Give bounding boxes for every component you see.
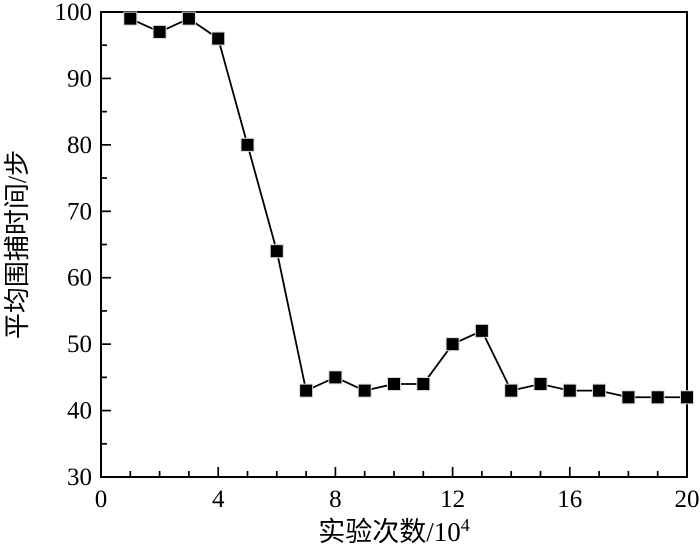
y-tick-label: 30 — [67, 464, 92, 491]
x-axis-title: 实验次数/104 — [318, 515, 470, 547]
y-tick-label: 90 — [67, 65, 92, 92]
y-tick-label: 50 — [67, 331, 92, 358]
data-point-marker — [211, 31, 226, 46]
plot-frame — [100, 11, 688, 478]
data-point-marker — [592, 383, 607, 398]
data-point-marker — [474, 323, 489, 338]
y-tick-label: 60 — [67, 265, 92, 292]
x-tick-label: 20 — [675, 486, 700, 513]
data-point-marker — [123, 11, 138, 26]
y-tick-label: 80 — [67, 132, 92, 159]
data-point-marker — [328, 370, 343, 385]
y-tick-label: 40 — [67, 398, 92, 425]
data-line — [129, 17, 687, 399]
data-point-marker — [387, 377, 401, 391]
data-point-marker — [562, 383, 577, 398]
data-point-marker — [152, 24, 167, 39]
data-point-marker — [533, 377, 548, 391]
data-point-marker — [240, 137, 255, 152]
data-point-marker — [181, 11, 196, 26]
data-point-marker — [650, 390, 665, 405]
x-tick-label: 4 — [212, 486, 225, 513]
data-point-marker — [416, 377, 431, 391]
x-tick-label: 8 — [329, 486, 342, 513]
data-point-marker — [299, 383, 314, 398]
x-tick-label: 0 — [95, 486, 108, 513]
data-point-marker — [504, 383, 519, 398]
y-axis-title: 平均围捕时间/步 — [3, 150, 32, 339]
x-tick-label: 16 — [557, 486, 582, 513]
y-tick-label: 100 — [55, 0, 93, 26]
data-point-marker — [680, 390, 694, 405]
data-point-marker — [357, 383, 372, 398]
data-point-marker — [269, 244, 284, 259]
x-tick-label: 12 — [440, 486, 465, 513]
data-point-marker — [621, 390, 636, 405]
y-tick-label: 70 — [67, 198, 92, 225]
data-point-marker — [445, 337, 460, 352]
